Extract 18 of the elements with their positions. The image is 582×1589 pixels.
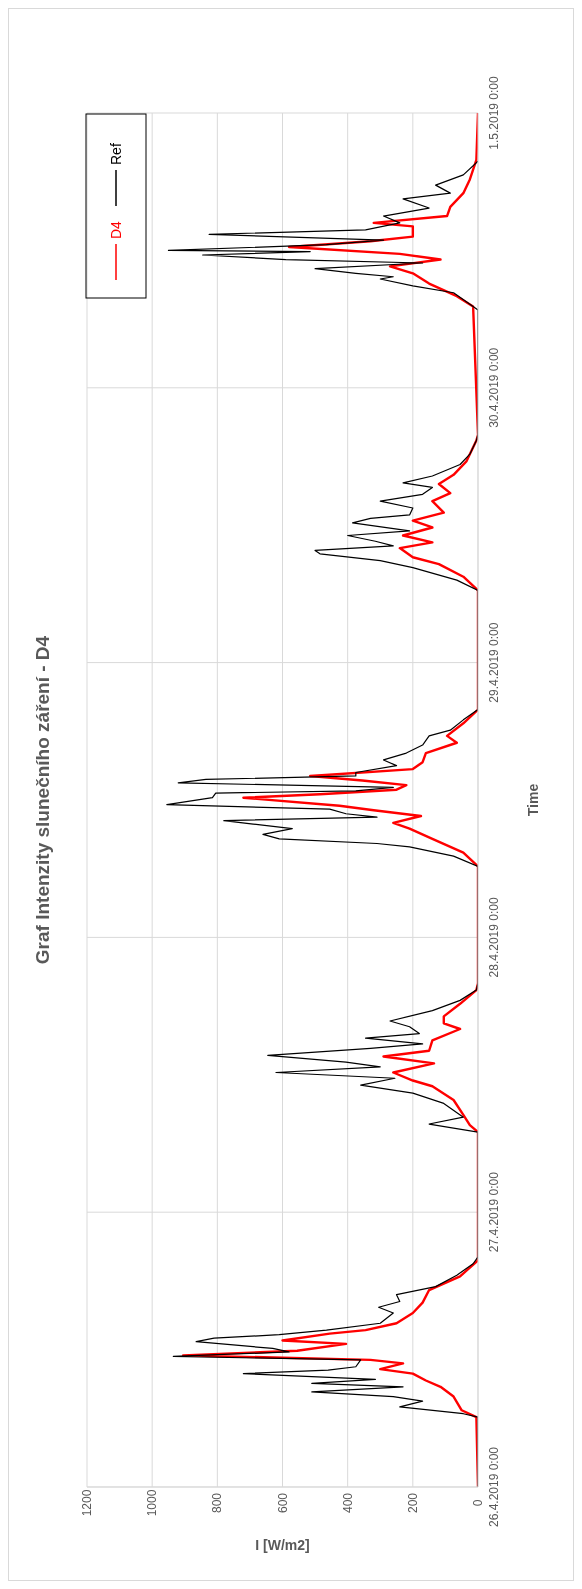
y-tick-label: 1.5.2019 0:00	[487, 75, 501, 150]
x-axis-title: I [W/m2]	[255, 1537, 310, 1553]
x-tick-label: 0	[471, 1499, 485, 1507]
y-tick-label: 26.4.2019 0:00	[487, 1446, 501, 1528]
y-tick-label: 29.4.2019 0:00	[487, 622, 501, 703]
x-tick-label: 600	[275, 1492, 290, 1514]
y-tick-label: 28.4.2019 0:00	[487, 897, 501, 978]
x-tick-label: 1200	[80, 1489, 94, 1517]
y-axis-title: Time	[525, 783, 541, 817]
y-tick-label: 30.4.2019 0:00	[487, 347, 501, 428]
text: Graf Intenzity slunečního záření - D4	[31, 635, 53, 965]
y-tick-label: 27.4.2019 0:00	[487, 1171, 501, 1253]
x-tick-label: 200	[405, 1492, 420, 1514]
text: D4	[108, 220, 124, 239]
text: Ref	[108, 143, 124, 165]
x-tick-label: 1000	[145, 1489, 160, 1517]
x-tick-label: 400	[340, 1492, 355, 1514]
x-tick-label: 800	[210, 1492, 225, 1514]
